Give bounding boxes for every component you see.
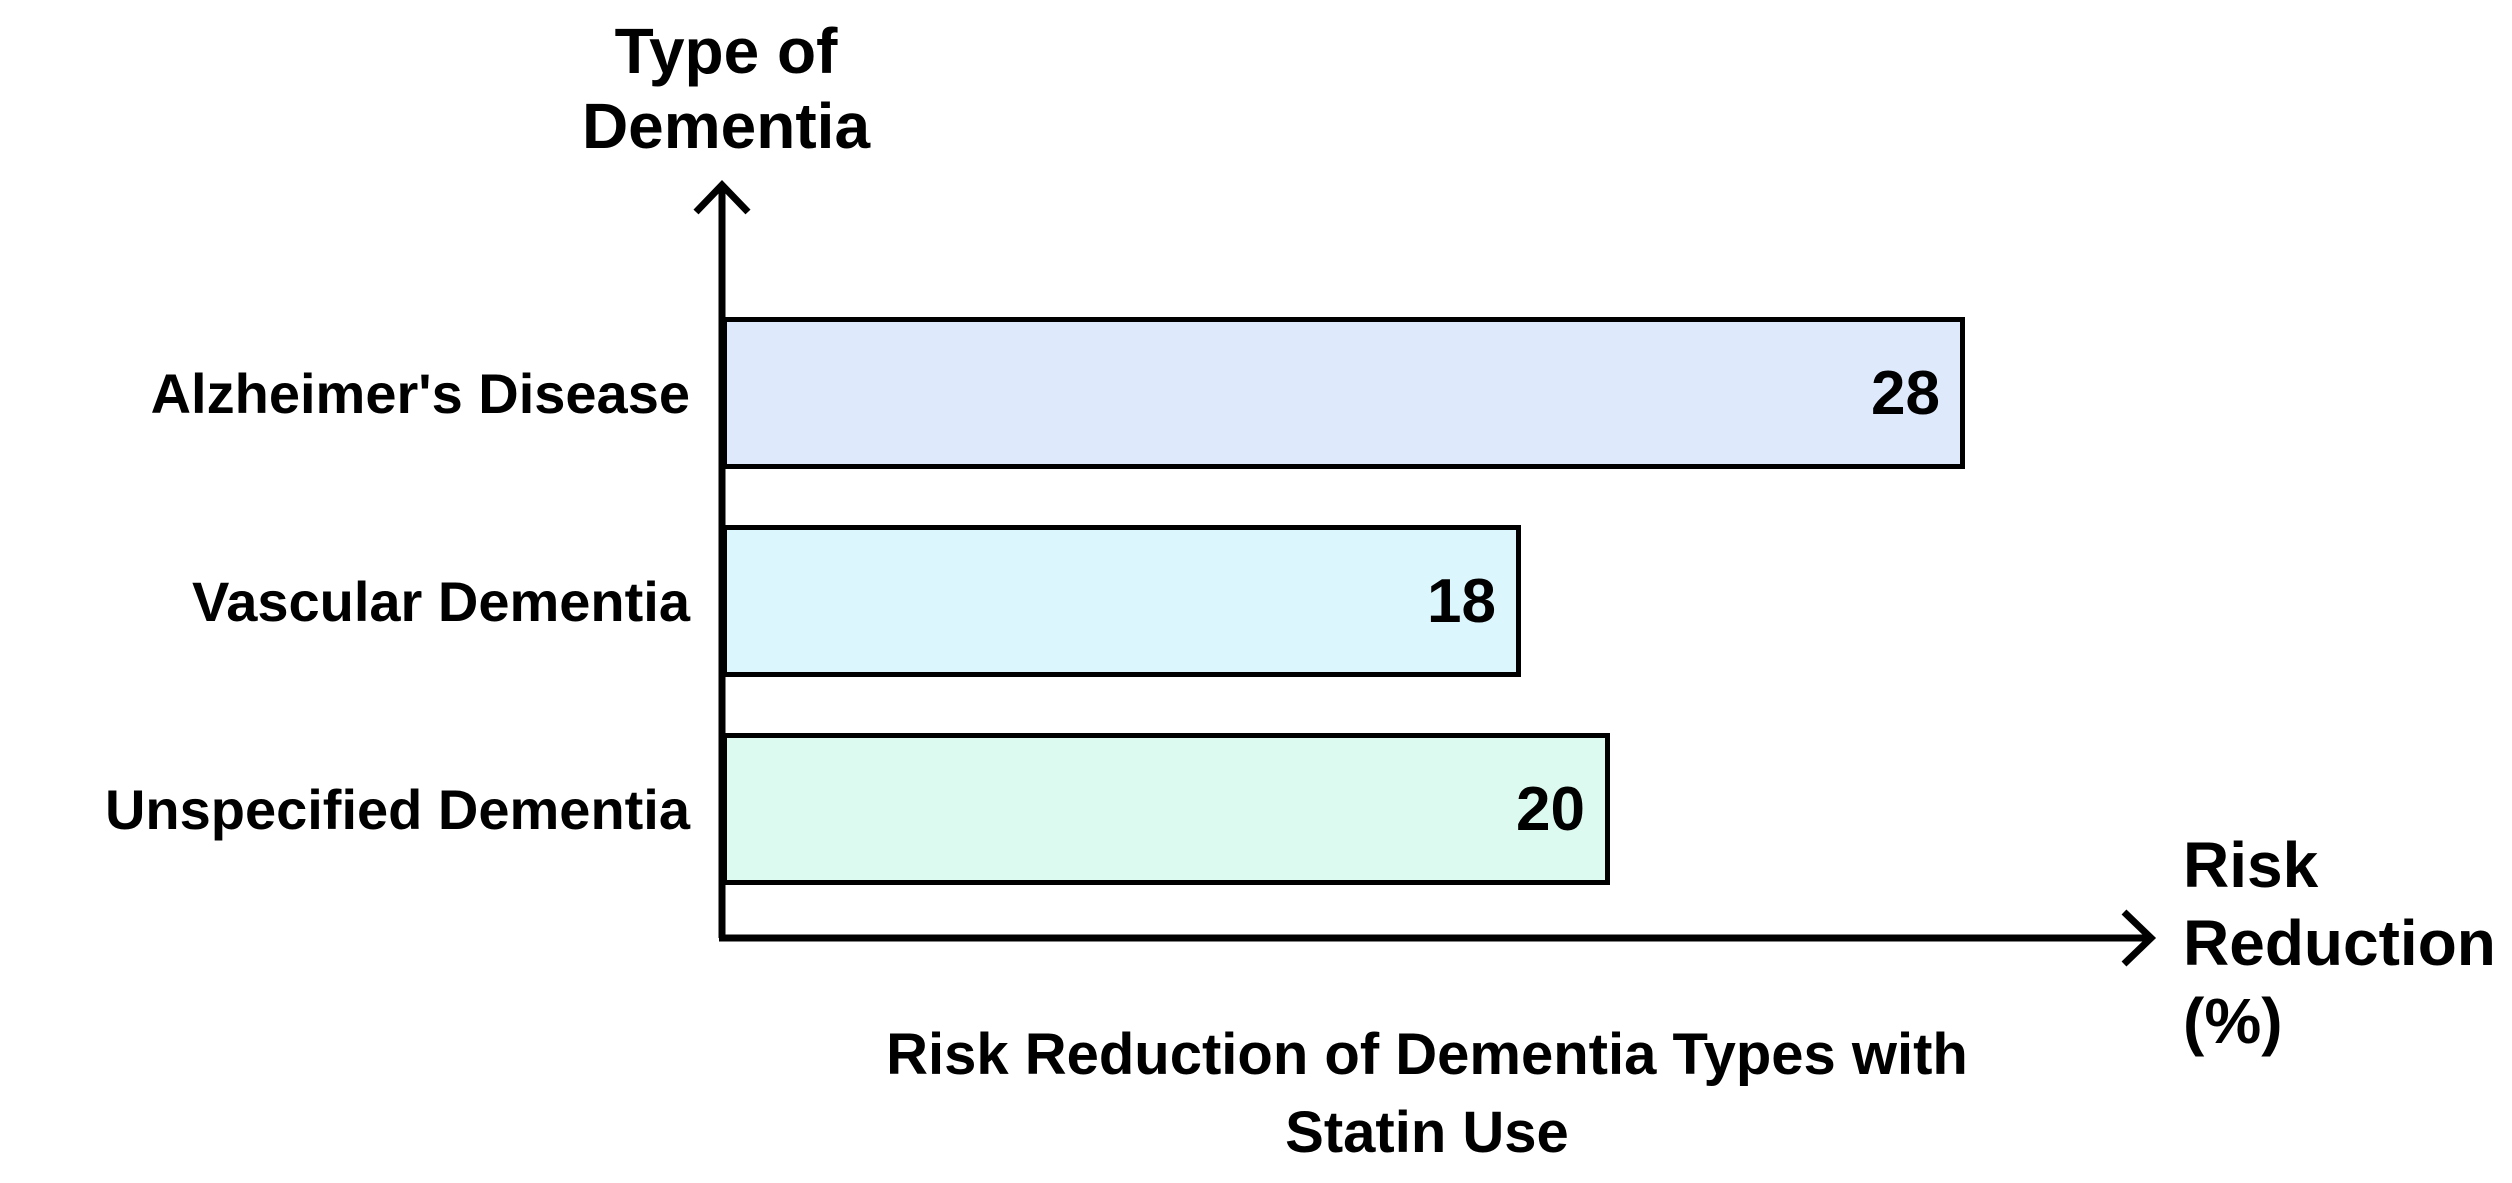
- y-axis-title: Type of Dementia: [476, 14, 976, 164]
- category-label: Unspecified Dementia: [104, 777, 690, 841]
- chart-title-line2: Statin Use: [1285, 1100, 1569, 1165]
- chart-title-line1: Risk Reduction of Dementia Types with: [886, 1022, 1968, 1087]
- value-label: 18: [1427, 566, 1496, 636]
- category-label: Vascular Dementia: [191, 569, 690, 633]
- chart-title: Risk Reduction of Dementia Types with St…: [677, 1016, 2177, 1172]
- bar: 20: [722, 733, 1610, 885]
- value-label: 28: [1871, 358, 1940, 428]
- y-axis-arrow-icon: [693, 179, 751, 215]
- y-axis-title-line1: Type of: [614, 15, 838, 87]
- x-axis-title-line1: Risk: [2183, 829, 2319, 901]
- x-axis-title-line2: Reduction: [2183, 907, 2496, 979]
- x-axis-arrow-icon: [2121, 909, 2157, 967]
- value-label: 20: [1516, 774, 1585, 844]
- bar: 18: [722, 525, 1521, 677]
- x-axis-title-line3: (%): [2183, 985, 2283, 1057]
- category-label: Alzheimer's Disease: [150, 361, 690, 425]
- y-axis-title-line2: Dementia: [581, 90, 871, 162]
- bar: 28: [722, 317, 1965, 469]
- x-axis-title: Risk Reduction (%): [2183, 826, 2512, 1060]
